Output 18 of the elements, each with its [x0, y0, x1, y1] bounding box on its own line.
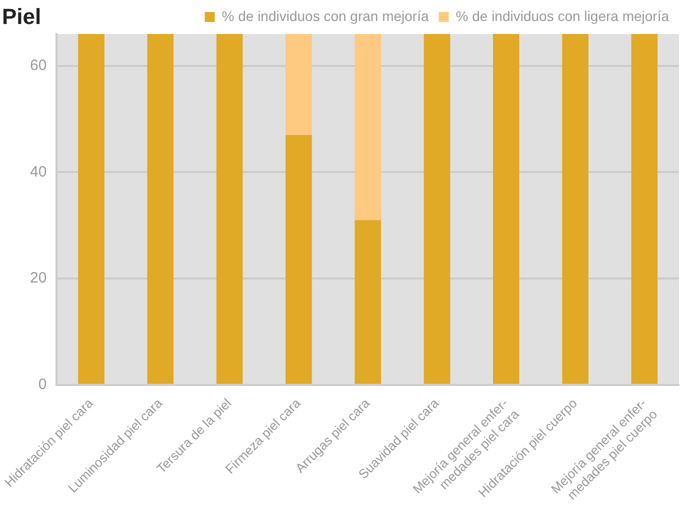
- bar: [631, 34, 658, 384]
- bar: [354, 220, 381, 384]
- bar: [424, 34, 450, 384]
- bar: [562, 34, 588, 384]
- y-tick-label: 60: [30, 57, 47, 74]
- y-tick-label: 20: [30, 270, 47, 287]
- bar: [286, 135, 312, 384]
- legend-label: % de individuos con gran mejoría: [222, 8, 429, 24]
- bar: [492, 34, 520, 384]
- bar: [286, 34, 312, 136]
- y-tick-label: 0: [38, 376, 47, 394]
- y-tick-label: 40: [30, 163, 47, 180]
- legend-label: % de individuos con ligera mejoría: [456, 8, 670, 24]
- bar: [78, 34, 104, 384]
- bar: [216, 34, 243, 384]
- bar: [147, 34, 174, 384]
- chart-title: Piel: [2, 4, 42, 30]
- bar: [354, 34, 381, 220]
